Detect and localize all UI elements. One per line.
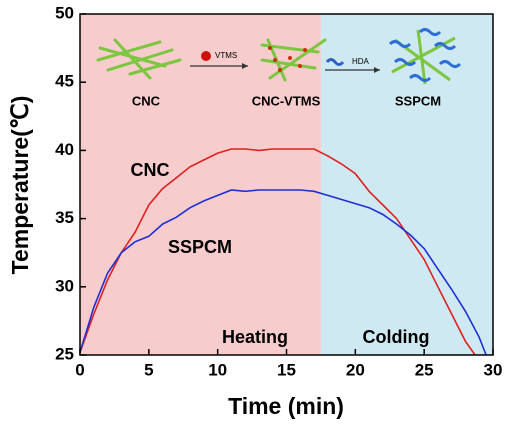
vtms-icon (201, 51, 211, 61)
x-tick-label: 25 (415, 360, 434, 379)
hda-icon (325, 58, 345, 66)
region-label: Heating (222, 327, 288, 347)
x-axis-title: Time (min) (228, 393, 344, 419)
arrow-head (242, 63, 248, 69)
x-tick-label: 10 (208, 360, 227, 379)
x-tick-label: 0 (75, 360, 84, 379)
region (320, 14, 493, 355)
step-label: SSPCM (395, 93, 441, 108)
cnc-icon (96, 38, 182, 80)
y-tick-label: 30 (55, 276, 74, 295)
x-tick-label: 20 (346, 360, 365, 379)
series-line (79, 148, 476, 356)
y-tick-label: 40 (55, 140, 74, 159)
diagram: CNC CNC-VTMS SSPCM VTMS HDA (96, 28, 462, 108)
region (80, 14, 321, 355)
x-tick-label: 15 (277, 360, 296, 379)
sspcm-chains (388, 28, 462, 82)
step-label: CNC (132, 93, 161, 108)
arrow-head (374, 67, 380, 73)
reagent-label: HDA (352, 57, 370, 66)
region-label: Colding (363, 327, 430, 347)
series-label: CNC (131, 160, 170, 180)
y-axis-title: Temperature(℃) (7, 96, 33, 275)
lines (79, 148, 487, 356)
x-tick-label: 5 (144, 360, 153, 379)
x-tick-label: 30 (484, 360, 503, 379)
y-tick-label: 45 (55, 72, 74, 91)
step-label: CNC-VTMS (252, 93, 321, 108)
vtms-dots (268, 46, 307, 72)
series-line (79, 189, 487, 356)
y-tick-label: 50 (55, 3, 74, 22)
reagent-label: VTMS (215, 51, 237, 60)
y-tick-label: 25 (55, 344, 74, 363)
series-label: SSPCM (168, 237, 232, 257)
y-tick-label: 35 (55, 208, 74, 227)
